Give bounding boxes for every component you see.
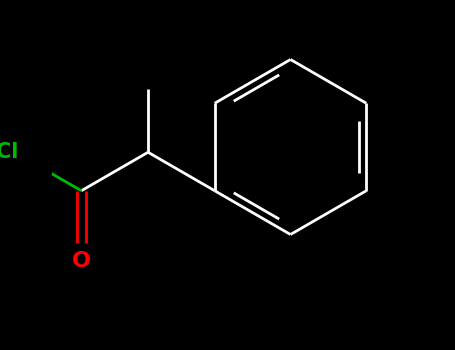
Text: O: O bbox=[72, 251, 91, 271]
Text: Cl: Cl bbox=[0, 142, 18, 162]
